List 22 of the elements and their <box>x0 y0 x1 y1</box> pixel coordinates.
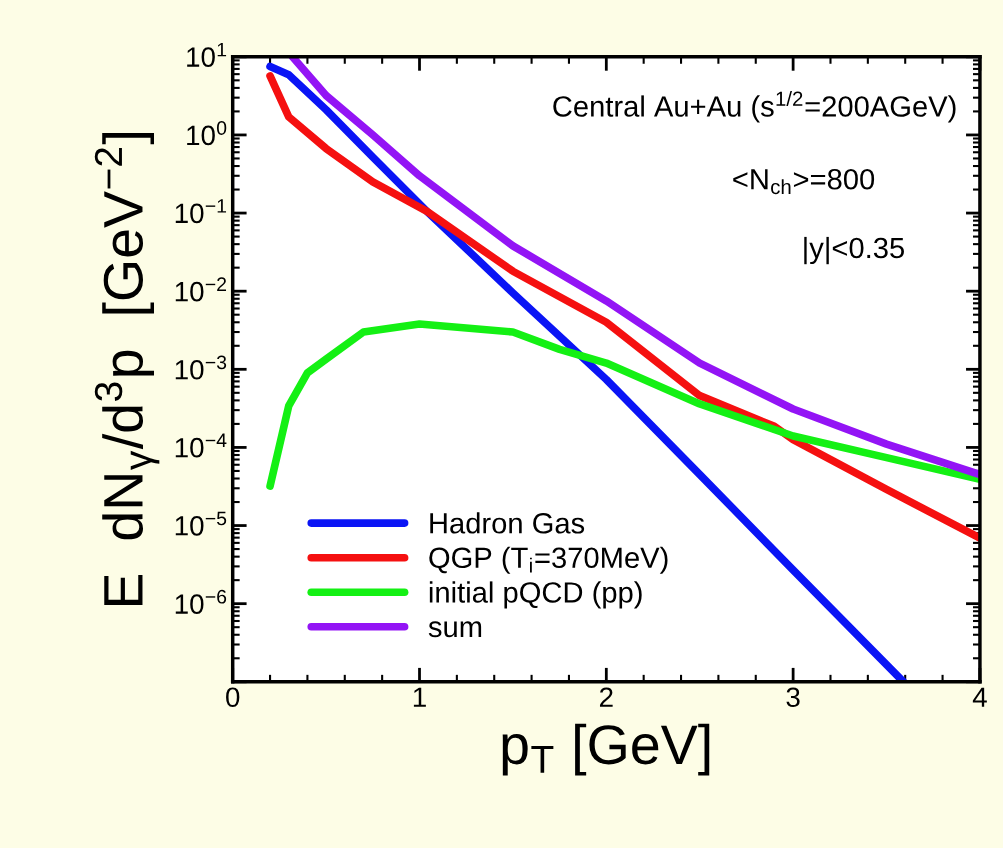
legend-label: initial pQCD (pp) <box>429 581 642 609</box>
x-tick-label: 4 <box>972 687 987 707</box>
legend-label: Hadron Gas <box>430 512 585 534</box>
x-tick-label: 3 <box>786 687 800 708</box>
y-tick-label: 10$^{1}$ <box>187 42 227 67</box>
y-tick-label: 10$^{−6}$ <box>175 589 227 614</box>
legend-label: sum <box>428 621 482 638</box>
y-tick-label: 10$^{−5}$ <box>175 511 227 536</box>
annotation: |y|<0.35 <box>804 236 904 265</box>
annotation: <N$_{ch}$>=800 <box>733 168 875 195</box>
y-tick-label: 10$^{−2}$ <box>175 277 227 302</box>
x-axis-title: p$_{T}$ [GeV] <box>502 723 710 776</box>
y-axis-title: E dN$_{γ}$/d$^{3}$p [GeV$^{−2}$] <box>94 133 160 606</box>
legend-label: QGP (T$_{i}$=370MeV) <box>429 546 668 574</box>
y-tick-label: 10$^{0}$ <box>187 121 227 146</box>
x-tick-label: 0 <box>226 687 240 708</box>
y-tick-label: 10$^{−3}$ <box>175 355 227 380</box>
x-tick-label: 1 <box>413 687 426 707</box>
x-tick-label: 2 <box>599 687 613 707</box>
y-tick-label: 10$^{−4}$ <box>175 433 227 458</box>
y-tick-label: 10$^{−1}$ <box>175 199 227 224</box>
annotation: Central Au+Au (s$^{1/2}$=200AGeV) <box>553 90 956 123</box>
